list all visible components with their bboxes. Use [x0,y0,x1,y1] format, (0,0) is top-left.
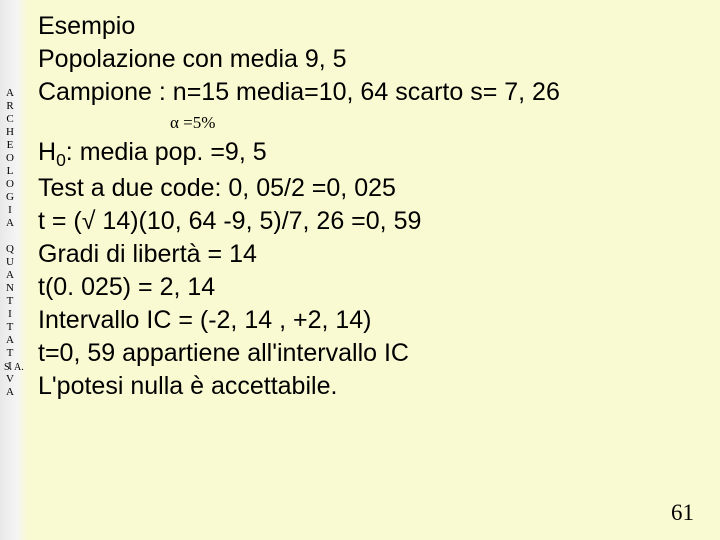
line-accettabile: L'potesi nulla è accettabile. [38,370,698,403]
line-gradi: Gradi di libertà = 14 [38,238,698,271]
h0-rest: : media pop. =9, 5 [66,138,267,166]
slide-content: Esempio Popolazione con media 9, 5 Campi… [38,10,698,403]
sidebar-vertical-label: ARCHEOLOGIA QUANTITATIVA [4,87,16,399]
line-appartiene: t=0, 59 appartiene all'intervallo IC [38,337,698,370]
h0-h: H [38,138,56,166]
line-esempio: Esempio [38,10,698,43]
line-h0: H0: media pop. =9, 5 [38,136,698,172]
line-t-critical: t(0. 025) = 2, 14 [38,271,698,304]
author-initials: S. A. [4,362,24,373]
line-popolazione: Popolazione con media 9, 5 [38,43,698,76]
page-number: 61 [671,500,694,526]
line-alpha: α =5% [170,109,698,136]
line-campione: Campione : n=15 media=10, 64 scarto s= 7… [38,76,698,109]
line-test-due-code: Test a due code: 0, 05/2 =0, 025 [38,172,698,205]
line-t-formula: t = (√ 14)(10, 64 -9, 5)/7, 26 =0, 59 [38,205,698,238]
line-intervallo: Intervallo IC = (-2, 14 , +2, 14) [38,304,698,337]
h0-subscript: 0 [56,150,66,170]
